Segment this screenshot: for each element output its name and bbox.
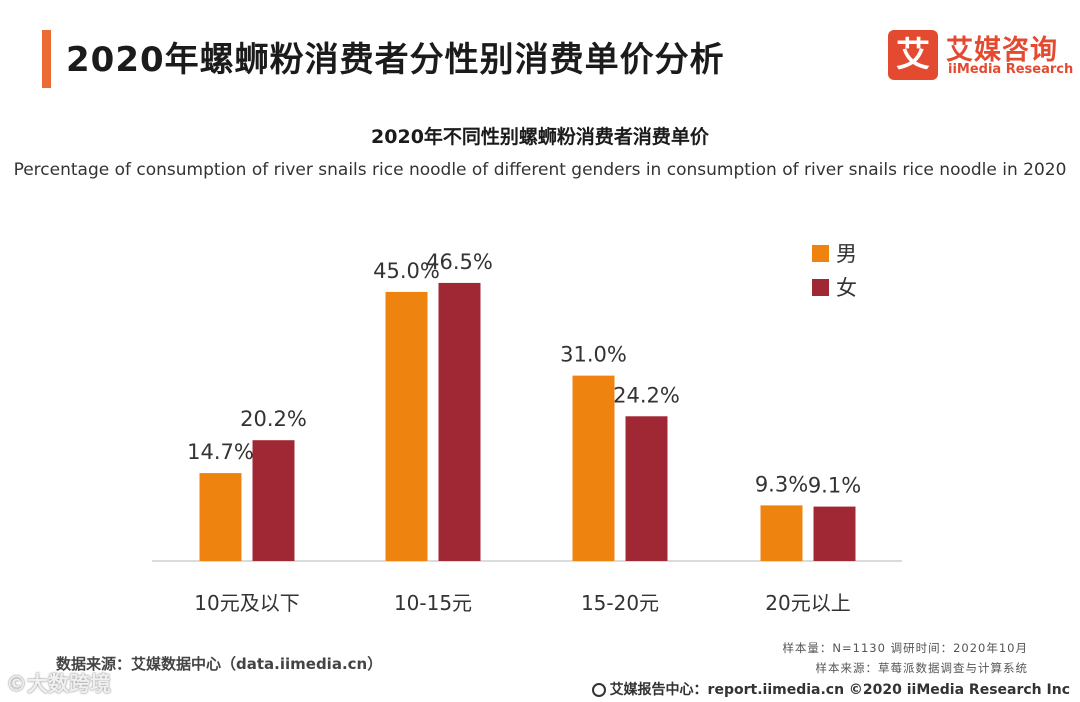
bar-female-2 bbox=[625, 416, 668, 561]
footer-text: 艾媒报告中心：report.iimedia.cn ©2020 iiMedia R… bbox=[609, 682, 1070, 698]
bar-male-2 bbox=[572, 375, 615, 561]
category-label: 15-20元 bbox=[581, 591, 659, 615]
watermark: ©大数跨境 bbox=[6, 672, 111, 696]
globe-icon bbox=[591, 683, 606, 697]
bar-female-3 bbox=[813, 506, 856, 561]
logo-en-text: iiMedia Research bbox=[948, 62, 1074, 77]
iimedia-logo: 艾 艾媒咨询 iiMedia Research bbox=[888, 30, 1073, 82]
chart-title: 2020年不同性别螺蛳粉消费者消费单价 bbox=[371, 126, 709, 148]
sample-size-note: 样本量：N=1130 调研时间：2020年10月 bbox=[782, 641, 1028, 655]
category-label: 10-15元 bbox=[394, 591, 472, 615]
bar-male-1 bbox=[385, 291, 428, 561]
category-label: 20元以上 bbox=[765, 591, 850, 615]
logo-cn-text: 艾媒咨询 bbox=[946, 35, 1058, 66]
bar-value-label: 45.0% bbox=[373, 259, 440, 283]
logo-badge-icon bbox=[888, 30, 938, 80]
bar-male-0 bbox=[199, 473, 242, 561]
bar-male-3 bbox=[760, 505, 803, 561]
data-source: 数据来源：艾媒数据中心（data.iimedia.cn） bbox=[56, 655, 383, 673]
legend-swatch-female bbox=[812, 279, 829, 296]
bar-female-0 bbox=[252, 440, 295, 561]
bar-value-label: 46.5% bbox=[426, 250, 493, 274]
logo-badge-mark: 艾 bbox=[896, 35, 930, 75]
bar-value-label: 14.7% bbox=[187, 440, 254, 464]
chart-subtitle: Percentage of consumption of river snail… bbox=[13, 160, 1067, 180]
bar-value-label: 20.2% bbox=[240, 407, 307, 431]
legend-label: 女 bbox=[836, 276, 857, 300]
sample-source-note: 样本来源：草莓派数据调查与计算系统 bbox=[815, 661, 1028, 675]
legend-swatch-male bbox=[812, 245, 829, 262]
bar-value-label: 9.3% bbox=[755, 472, 808, 496]
footer: 艾媒报告中心：report.iimedia.cn ©2020 iiMedia R… bbox=[591, 679, 1070, 699]
page-title: 2020年螺蛳粉消费者分性别消费单价分析 bbox=[66, 40, 725, 80]
title-accent-bar bbox=[42, 30, 51, 88]
bar-value-label: 9.1% bbox=[808, 474, 861, 498]
category-label: 10元及以下 bbox=[194, 591, 299, 615]
legend-label: 男 bbox=[836, 242, 857, 266]
bar-value-label: 24.2% bbox=[613, 383, 680, 407]
bar-female-1 bbox=[438, 282, 481, 561]
bar-value-label: 31.0% bbox=[560, 343, 627, 367]
